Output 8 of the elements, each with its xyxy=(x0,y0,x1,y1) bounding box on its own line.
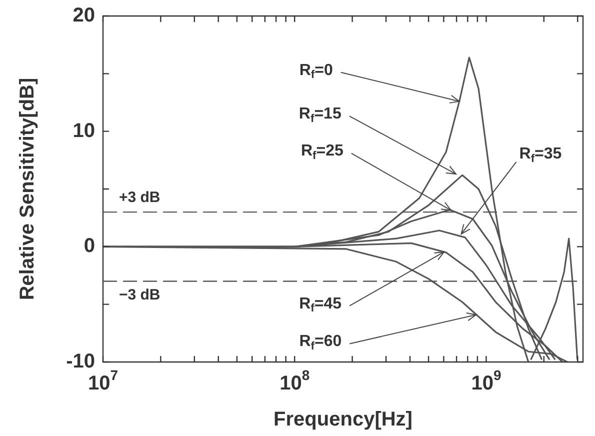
y-tick-label: 10 xyxy=(72,120,96,142)
y-axis-title: Relative Sensitivity[dB] xyxy=(16,78,39,300)
x-axis-title: Frequency[Hz] xyxy=(274,408,412,431)
ref-line-label: +3 dB xyxy=(119,189,160,206)
y-tick-label: 20 xyxy=(72,4,96,27)
y-tick-label: -10 xyxy=(66,350,95,373)
y-tick-label: 0 xyxy=(84,235,95,258)
ref-line-label: −3 dB xyxy=(119,286,160,304)
